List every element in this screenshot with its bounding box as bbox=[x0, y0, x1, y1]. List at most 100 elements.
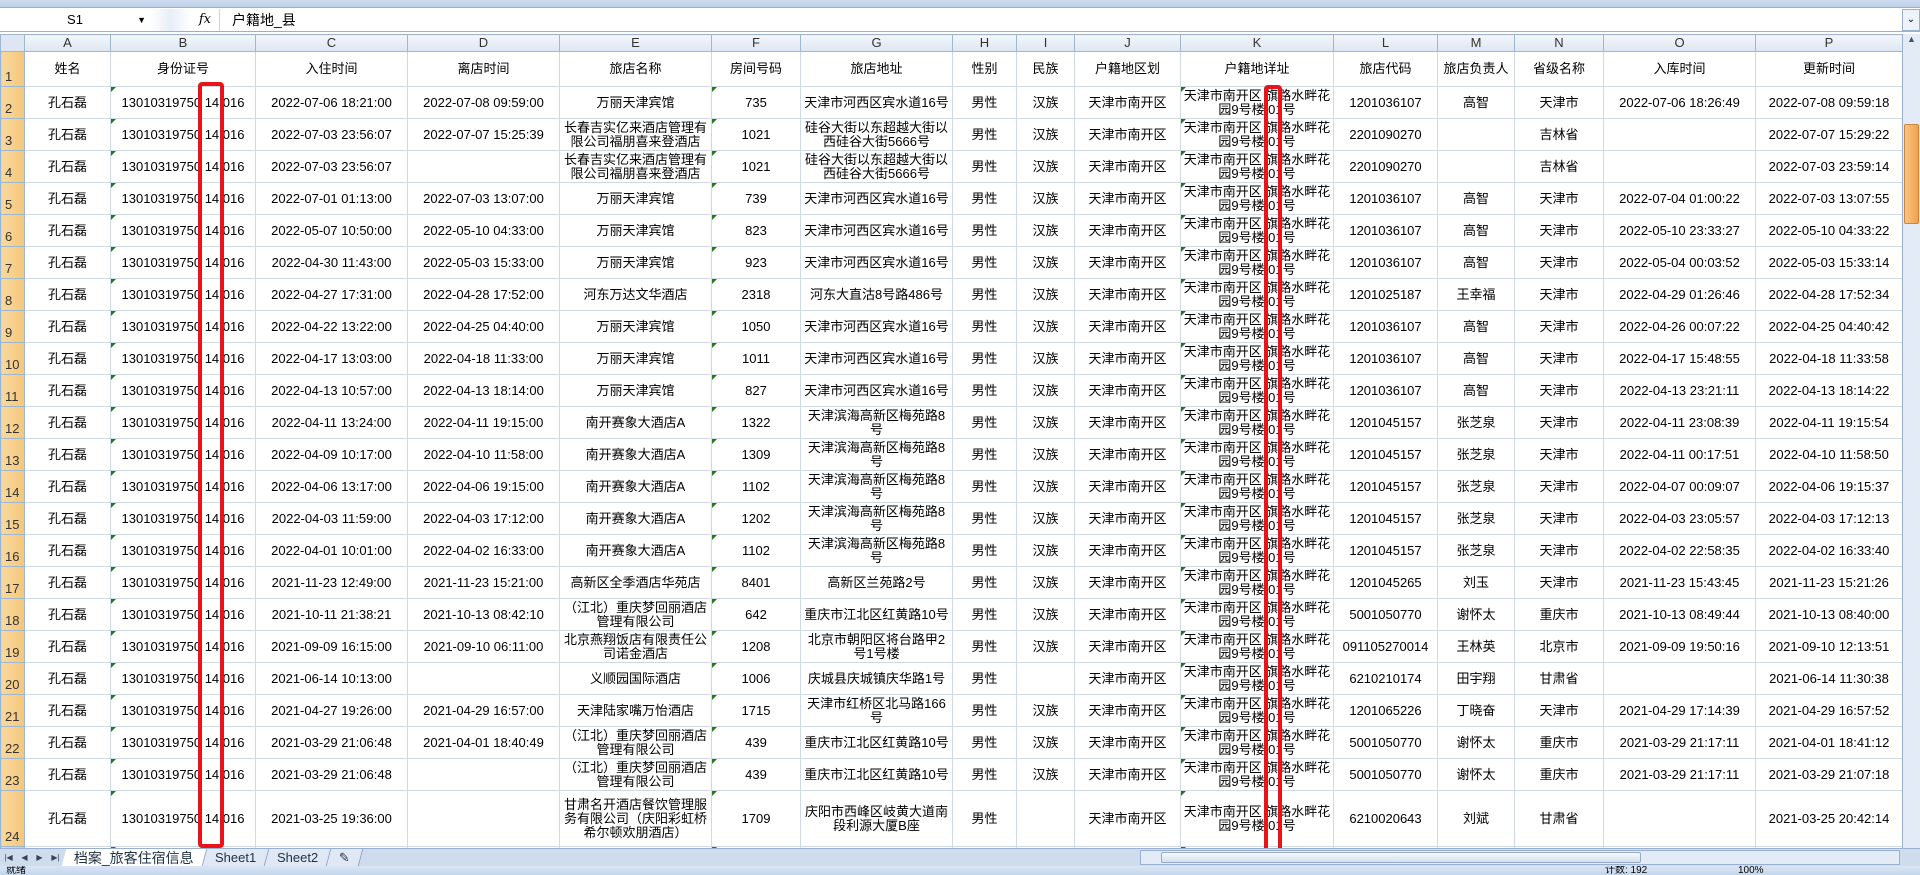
cell[interactable]: 2021-10-13 08:42:10 bbox=[407, 598, 560, 631]
cell[interactable]: 汉族 bbox=[1016, 598, 1075, 631]
insert-function-button[interactable]: fx bbox=[150, 8, 220, 31]
cell[interactable]: 2022-07-03 23:56:07 bbox=[255, 118, 408, 151]
cell[interactable]: 2021-11-23 15:21:26 bbox=[1755, 566, 1902, 599]
scrollbar-thumb[interactable] bbox=[1161, 852, 1641, 863]
cell[interactable]: 2021-11-23 12:49:00 bbox=[255, 566, 408, 599]
cell[interactable]: 天津市南开区 旗路水畔花园9号楼 01号 bbox=[1180, 182, 1334, 215]
cell[interactable]: 甘肃省 bbox=[1514, 790, 1604, 847]
cell[interactable]: 孔石磊 bbox=[24, 310, 111, 343]
cell[interactable]: 天津市南开区 bbox=[1074, 86, 1181, 119]
cell[interactable]: 2022-07-03 23:56:07 bbox=[255, 150, 408, 183]
row-header[interactable]: 18 bbox=[0, 598, 25, 631]
cell[interactable] bbox=[407, 758, 560, 791]
cell[interactable]: 孔石磊 bbox=[24, 566, 111, 599]
row-header[interactable]: 2 bbox=[0, 86, 25, 119]
cell[interactable]: 孔石磊 bbox=[24, 502, 111, 535]
cell[interactable]: 万丽天津宾馆 bbox=[559, 182, 712, 215]
cell[interactable]: 天津市南开区 旗路水畔花园9号楼 01号 bbox=[1180, 534, 1334, 567]
cell[interactable]: 2021-06-14 11:30:38 bbox=[1755, 662, 1902, 695]
cell[interactable] bbox=[1603, 118, 1756, 151]
cell[interactable]: 男性 bbox=[952, 630, 1017, 663]
cell[interactable]: 河东万达文华酒店 bbox=[559, 278, 712, 311]
cell[interactable]: 13010319750 14 016 bbox=[110, 726, 256, 759]
cell[interactable]: 13010319750 14 016 bbox=[110, 566, 256, 599]
cell[interactable]: 北京燕翔饭店有限责任公司诺金酒店 bbox=[559, 630, 712, 663]
cell[interactable]: 天津市河西区宾水道16号 bbox=[800, 182, 953, 215]
cell[interactable]: 长春吉实亿来酒店管理有限公司福朋喜来登酒店 bbox=[559, 118, 712, 151]
cell[interactable]: 1011 bbox=[711, 342, 801, 375]
cell[interactable]: 827 bbox=[711, 374, 801, 407]
cell[interactable]: 1309 bbox=[711, 438, 801, 471]
cell[interactable]: 汉族 bbox=[1016, 630, 1075, 663]
cell[interactable]: 高智 bbox=[1437, 342, 1515, 375]
cell[interactable]: 天津市南开区 旗路水畔花园9号楼 01号 bbox=[1180, 502, 1334, 535]
cell[interactable]: 2021-03-25 19:36:00 bbox=[255, 790, 408, 847]
prev-sheet-icon[interactable]: ◀ bbox=[21, 853, 28, 862]
cell[interactable]: 天津市南开区 bbox=[1074, 790, 1181, 847]
cell[interactable]: 庆阳市西峰区岐黄大道南段利源大厦B座 bbox=[800, 790, 953, 847]
cell[interactable]: 天津市南开区 旗路水畔花园9号楼 01号 bbox=[1180, 310, 1334, 343]
row-header[interactable]: 3 bbox=[0, 118, 25, 151]
cell[interactable]: 孔石磊 bbox=[24, 86, 111, 119]
cell[interactable]: 天津市河西区宾水道16号 bbox=[800, 310, 953, 343]
column-header-a[interactable]: A bbox=[24, 34, 111, 52]
cell[interactable]: 男性 bbox=[952, 598, 1017, 631]
cell[interactable]: 天津市南开区 旗路水畔花园9号楼 01号 bbox=[1180, 246, 1334, 279]
cell[interactable]: 2022-05-10 04:33:00 bbox=[407, 214, 560, 247]
cell[interactable]: 1201036107 bbox=[1333, 342, 1438, 375]
cell[interactable]: 13010319750 14 016 bbox=[110, 790, 256, 847]
cell[interactable]: 天津市 bbox=[1514, 470, 1604, 503]
cell[interactable]: 2022-07-07 15:25:39 bbox=[407, 118, 560, 151]
cell[interactable]: 2022-05-03 15:33:14 bbox=[1755, 246, 1902, 279]
cell[interactable]: 6210210174 bbox=[1333, 662, 1438, 695]
cell[interactable]: 天津市南开区 bbox=[1074, 342, 1181, 375]
column-header-m[interactable]: M bbox=[1437, 34, 1515, 52]
cell[interactable]: 天津市南开区 bbox=[1074, 534, 1181, 567]
cell[interactable]: 天津市南开区 bbox=[1074, 758, 1181, 791]
cell[interactable]: 南开赛象大酒店A bbox=[559, 534, 712, 567]
cell[interactable]: 张芝泉 bbox=[1437, 534, 1515, 567]
cell[interactable]: 2021-03-29 21:07:18 bbox=[1755, 758, 1902, 791]
cell[interactable]: 2022-04-11 00:17:51 bbox=[1603, 438, 1756, 471]
cell[interactable]: 天津市南开区 旗路水畔花园9号楼 01号 bbox=[1180, 406, 1334, 439]
cell[interactable]: 汉族 bbox=[1016, 694, 1075, 727]
cell[interactable]: 男性 bbox=[952, 278, 1017, 311]
cell[interactable]: 旅店地址 bbox=[800, 51, 953, 87]
cell[interactable]: 13010319750 14 016 bbox=[110, 630, 256, 663]
column-header-g[interactable]: G bbox=[800, 34, 953, 52]
cell[interactable]: 2021-04-29 16:57:00 bbox=[407, 694, 560, 727]
cell[interactable]: 男性 bbox=[952, 758, 1017, 791]
cell[interactable]: 2022-04-06 19:15:37 bbox=[1755, 470, 1902, 503]
cell[interactable]: 天津市 bbox=[1514, 214, 1604, 247]
cell[interactable]: 1201036107 bbox=[1333, 86, 1438, 119]
cell[interactable]: 1201045265 bbox=[1333, 566, 1438, 599]
cell[interactable]: 重庆市 bbox=[1514, 726, 1604, 759]
cell[interactable]: 户籍地区划 bbox=[1074, 51, 1181, 87]
cell[interactable]: 孔石磊 bbox=[24, 630, 111, 663]
cell[interactable]: 天津市 bbox=[1514, 534, 1604, 567]
cell[interactable]: 天津市南开区 bbox=[1074, 118, 1181, 151]
cell[interactable]: 汉族 bbox=[1016, 470, 1075, 503]
column-header-c[interactable]: C bbox=[255, 34, 408, 52]
cell[interactable]: 天津市南开区 旗路水畔花园9号楼 01号 bbox=[1180, 726, 1334, 759]
cell[interactable]: 孔石磊 bbox=[24, 758, 111, 791]
cell[interactable]: 吉林省 bbox=[1514, 150, 1604, 183]
column-header-i[interactable]: I bbox=[1016, 34, 1075, 52]
cell[interactable]: 长春吉实亿来酒店管理有限公司福朋喜来登酒店 bbox=[559, 150, 712, 183]
cell[interactable]: 天津市南开区 旗路水畔花园9号楼 01号 bbox=[1180, 278, 1334, 311]
cell[interactable]: 2021-04-29 16:57:52 bbox=[1755, 694, 1902, 727]
cell[interactable]: 南开赛象大酒店A bbox=[559, 470, 712, 503]
cell[interactable]: 天津市南开区 bbox=[1074, 278, 1181, 311]
cell[interactable]: 2022-04-03 23:05:57 bbox=[1603, 502, 1756, 535]
row-header[interactable]: 14 bbox=[0, 470, 25, 503]
cell[interactable]: 汉族 bbox=[1016, 758, 1075, 791]
cell[interactable]: 谢怀太 bbox=[1437, 598, 1515, 631]
cell[interactable]: 孔石磊 bbox=[24, 374, 111, 407]
cell[interactable]: 男性 bbox=[952, 118, 1017, 151]
cell[interactable]: 天津市河西区宾水道16号 bbox=[800, 342, 953, 375]
cell[interactable]: 天津市 bbox=[1514, 374, 1604, 407]
cell[interactable]: 男性 bbox=[952, 246, 1017, 279]
cell[interactable]: 天津市 bbox=[1514, 246, 1604, 279]
cell[interactable]: 8401 bbox=[711, 566, 801, 599]
cell[interactable] bbox=[407, 150, 560, 183]
